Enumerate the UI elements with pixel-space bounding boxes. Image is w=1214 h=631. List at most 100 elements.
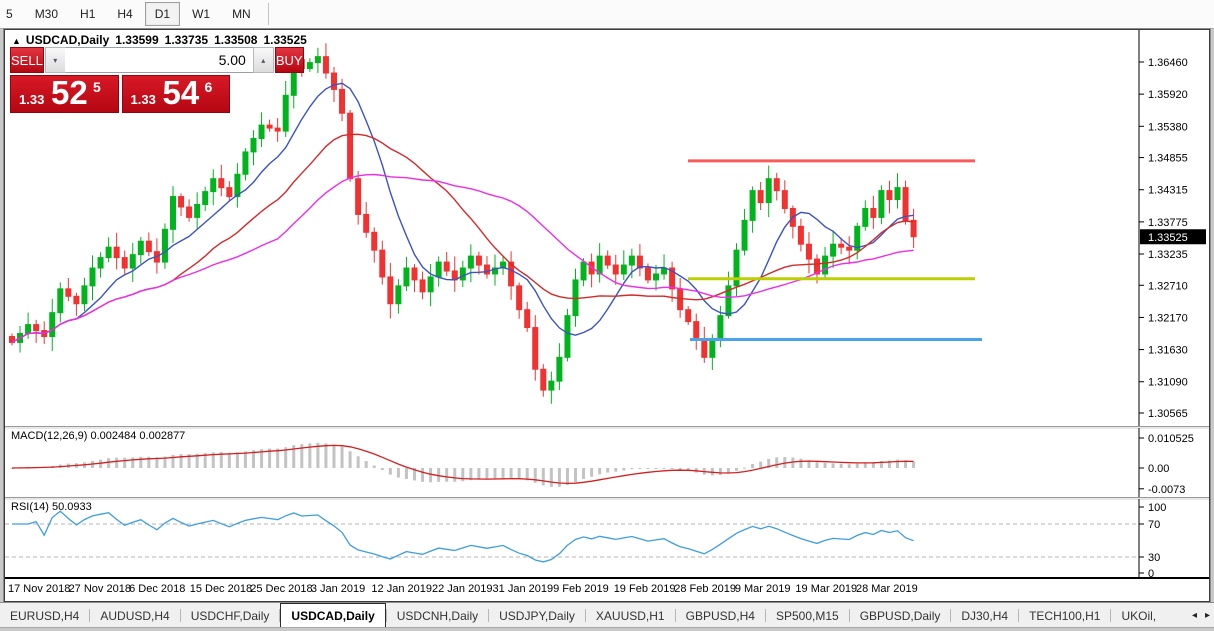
tab-gbpusd-h4[interactable]: GBPUSD,H4	[685, 608, 755, 623]
tab-xauusd-h1[interactable]: XAUUSD,H1	[595, 608, 665, 623]
rsi-tick-label: 30	[1148, 552, 1160, 564]
tab-scroll-controls: ◂ ▸	[1188, 603, 1214, 628]
sell-price-pip: 5	[93, 79, 101, 95]
buy-price-tile[interactable]: 1.33 54 6	[121, 74, 230, 113]
volume-increase-button[interactable]: ▴	[252, 47, 274, 73]
price-tick-label: 1.31630	[1148, 345, 1188, 357]
date-tick-label: 22 Jan 2019	[431, 583, 493, 595]
buy-price-big: 54	[162, 74, 200, 111]
svg-text:1.33525: 1.33525	[1148, 232, 1188, 244]
price-tick-label: 1.33775	[1148, 217, 1188, 229]
price-tick-label: 1.31090	[1148, 377, 1188, 389]
ohlc-high: 1.33735	[164, 33, 209, 47]
tab-separator	[848, 609, 850, 622]
tab-separator	[385, 609, 387, 622]
tab-audusd-h4[interactable]: AUDUSD,H4	[100, 608, 170, 623]
chart-title: ▲ USDCAD,Daily 1.33599 1.33735 1.33508 1.3352…	[12, 33, 313, 47]
tab-usdcnh-daily[interactable]: USDCNH,Daily	[396, 608, 479, 623]
ohlc-close: 1.33525	[263, 33, 307, 47]
tab-separator	[279, 609, 281, 622]
current-price-badge: 1.33525	[1140, 229, 1206, 245]
timeframe-button-5[interactable]: 5	[6, 7, 13, 21]
ohlc-open: 1.33599	[115, 33, 159, 47]
price-tick-label: 1.35380	[1148, 121, 1188, 133]
buy-price-prefix: 1.33	[130, 92, 156, 107]
timeframe-button-h1[interactable]: H1	[80, 7, 96, 21]
panel-divider[interactable]	[5, 497, 1209, 501]
tab-tech100-h1[interactable]: TECH100,H1	[1029, 608, 1101, 623]
timeframe-button-mn[interactable]: MN	[232, 7, 251, 21]
tab-ukoil-[interactable]: UKOil,	[1121, 608, 1157, 623]
price-tick-label: 1.32170	[1148, 312, 1188, 324]
macd-signal-line	[11, 444, 914, 485]
timeframe-toolbar: 5 M30 H1 H4 D1 W1 MN	[0, 0, 1214, 29]
price-chart-canvas[interactable]: 1.36460 1.35920 1.35380 1.34855 1.34315 1.337…	[5, 30, 1209, 426]
tab-eurusd-h4[interactable]: EURUSD,H4	[10, 608, 80, 623]
tab-separator	[950, 609, 952, 622]
volume-input[interactable]	[64, 48, 254, 72]
volume-stepper: ▾ ▴	[44, 47, 274, 73]
timeframe-button-m30[interactable]: M30	[34, 7, 59, 21]
macd-histogram	[10, 442, 916, 487]
date-tick-label: 28 Mar 2019	[855, 583, 918, 595]
sell-button[interactable]: SELL	[10, 47, 44, 73]
tab-separator	[1018, 609, 1020, 622]
window-bottom-edge	[0, 627, 1214, 631]
timeframe-button-w1[interactable]: W1	[192, 7, 211, 21]
price-tick-label: 1.33235	[1148, 249, 1188, 261]
date-tick-label: 9 Feb 2019	[553, 583, 609, 595]
chart-tab-bar: EURUSD,H4 AUDUSD,H4 USDCHF,Daily USDCAD,Dai…	[0, 602, 1214, 628]
price-tick-label: 1.32710	[1148, 280, 1188, 292]
timeframe-button-d1[interactable]: D1	[144, 2, 181, 26]
time-axis[interactable]: 17 Nov 2018 27 Nov 2018 6 Dec 2018 15 Dec 2…	[5, 577, 1209, 601]
date-tick-label: 19 Feb 2019	[613, 583, 676, 595]
sell-price-tile[interactable]: 1.33 52 5	[10, 74, 119, 113]
tab-separator	[179, 609, 181, 622]
tab-gbpusd-daily[interactable]: GBPUSD,Daily	[859, 608, 941, 623]
tab-usdcad-daily[interactable]: USDCAD,Daily	[280, 603, 386, 628]
volume-decrease-button[interactable]: ▾	[44, 47, 66, 73]
ma-fast-line[interactable]	[11, 82, 914, 344]
macd-panel-canvas[interactable]: 0.010525 0.00 -0.0073	[5, 428, 1209, 497]
date-tick-label: 28 Feb 2019	[674, 583, 737, 595]
date-tick-label: 3 Jan 2019	[310, 583, 366, 595]
toolbar-separator	[267, 3, 269, 25]
date-tick-label: 27 Nov 2018	[68, 583, 131, 595]
rsi-indicator-label: RSI(14) 50.0933	[11, 501, 92, 513]
tab-separator	[1110, 609, 1112, 622]
chart-window: ▲ USDCAD,Daily 1.33599 1.33735 1.33508 1.3352…	[4, 29, 1210, 602]
tab-usdjpy-daily[interactable]: USDJPY,Daily	[499, 608, 575, 623]
price-tick-label: 1.34315	[1148, 185, 1188, 197]
timeframe-button-h4[interactable]: H4	[117, 7, 133, 21]
tab-scroll-right-icon[interactable]: ▸	[1204, 610, 1210, 621]
tab-separator	[674, 609, 676, 622]
rsi-tick-label: 0	[1148, 568, 1154, 577]
date-tick-label: 31 Jan 2019	[492, 583, 554, 595]
macd-tick-label: -0.0073	[1148, 484, 1185, 496]
sell-price-big: 52	[51, 74, 88, 111]
macd-indicator-label: MACD(12,26,9) 0.002484 0.002877	[11, 430, 186, 442]
date-tick-label: 17 Nov 2018	[8, 583, 71, 595]
tab-scroll-left-icon[interactable]: ◂	[1191, 610, 1197, 621]
date-tick-label: 19 Mar 2019	[795, 583, 858, 595]
ohlc-low: 1.33508	[214, 33, 258, 47]
tab-separator	[584, 609, 586, 622]
rsi-panel-canvas[interactable]: 100 70 30 0	[5, 499, 1209, 577]
panel-divider[interactable]	[5, 426, 1209, 430]
tab-dj30-h4[interactable]: DJ30,H4	[961, 608, 1009, 623]
tab-sp500-m15[interactable]: SP500,M15	[775, 608, 839, 623]
collapse-icon[interactable]: ▲	[12, 36, 21, 46]
symbol-name: USDCAD,Daily	[25, 33, 110, 47]
tab-separator	[89, 609, 91, 622]
ma-slow-line[interactable]	[11, 173, 914, 344]
macd-tick-label: 0.00	[1148, 463, 1169, 475]
price-tick-label: 1.35920	[1148, 89, 1188, 101]
tab-usdchf-daily[interactable]: USDCHF,Daily	[190, 608, 270, 623]
date-tick-label: 6 Dec 2018	[129, 583, 186, 595]
price-tick-label: 1.34855	[1148, 153, 1188, 165]
date-tick-label: 12 Jan 2019	[371, 583, 432, 595]
buy-price-pip: 6	[204, 79, 213, 95]
price-tick-label: 1.30565	[1148, 408, 1188, 420]
buy-button[interactable]: BUY	[274, 47, 304, 73]
